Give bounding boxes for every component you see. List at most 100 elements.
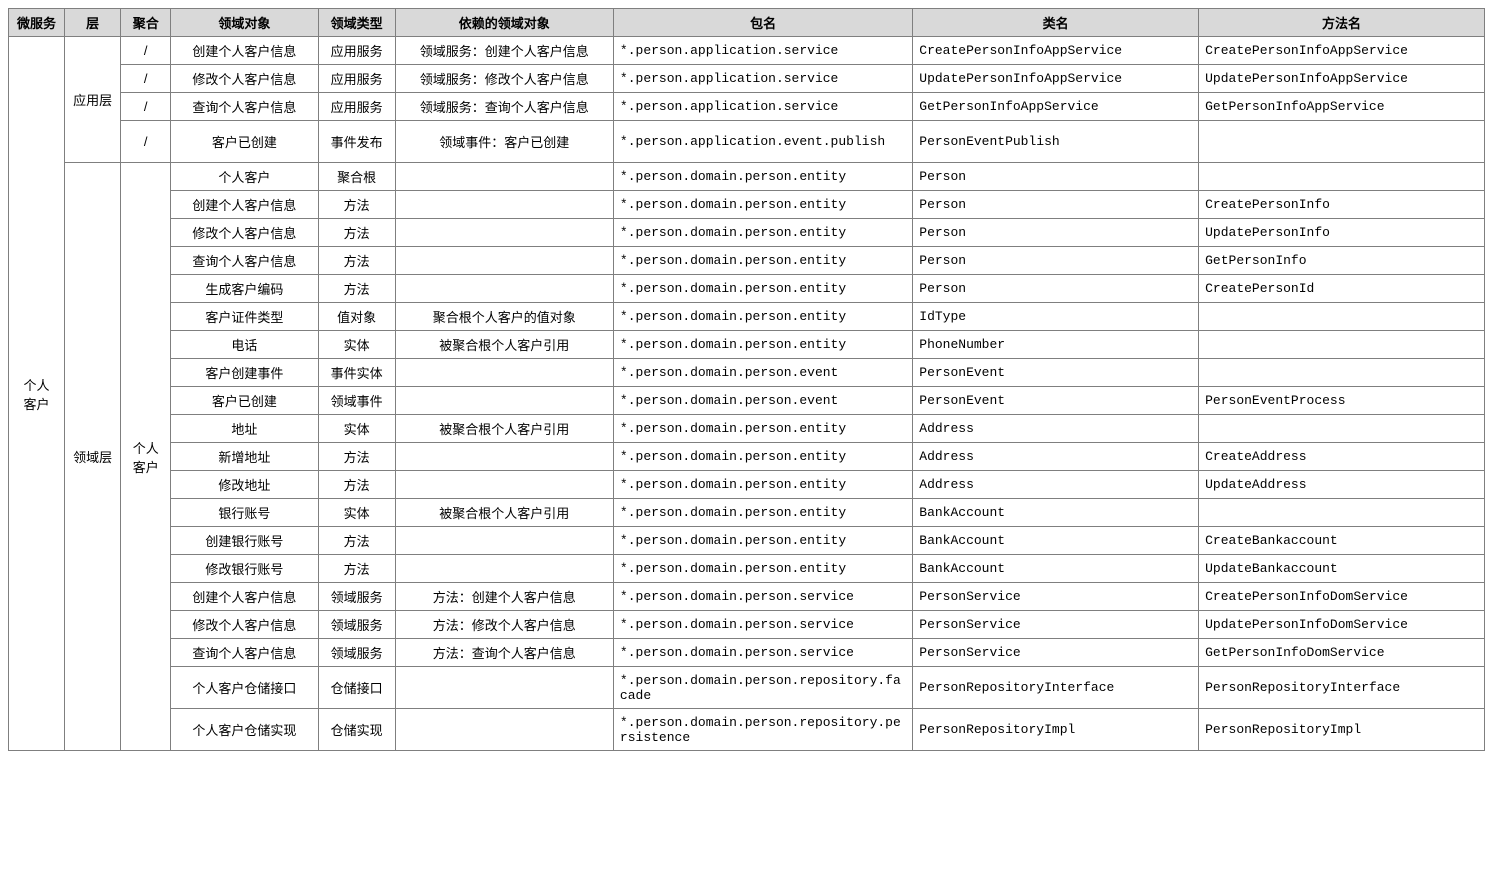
package-cell: *.person.domain.person.service xyxy=(613,583,912,611)
aggregate-cell: / xyxy=(121,37,171,65)
table-row: 修改地址方法*.person.domain.person.entityAddre… xyxy=(9,471,1485,499)
method-cell xyxy=(1199,415,1485,443)
dependency-cell xyxy=(395,555,613,583)
class-cell: Address xyxy=(913,415,1199,443)
domain-type-cell: 方法 xyxy=(318,527,395,555)
package-cell: *.person.domain.person.entity xyxy=(613,303,912,331)
method-cell: CreatePersonInfoDomService xyxy=(1199,583,1485,611)
table-row: 生成客户编码方法*.person.domain.person.entityPer… xyxy=(9,275,1485,303)
domain-object-cell: 电话 xyxy=(171,331,319,359)
domain-type-cell: 领域服务 xyxy=(318,611,395,639)
class-cell: PersonRepositoryInterface xyxy=(913,667,1199,709)
dependency-cell xyxy=(395,387,613,415)
package-cell: *.person.domain.person.repository.facade xyxy=(613,667,912,709)
domain-type-cell: 实体 xyxy=(318,331,395,359)
method-cell: UpdatePersonInfoAppService xyxy=(1199,65,1485,93)
domain-type-cell: 实体 xyxy=(318,415,395,443)
domain-object-cell: 新增地址 xyxy=(171,443,319,471)
table-row: 领域层 个人 客户 个人客户 聚合根 *.person.domain.perso… xyxy=(9,163,1485,191)
class-cell: PhoneNumber xyxy=(913,331,1199,359)
domain-type-cell: 实体 xyxy=(318,499,395,527)
class-cell: PersonService xyxy=(913,583,1199,611)
aggregate-cell: / xyxy=(121,65,171,93)
method-cell: GetPersonInfoAppService xyxy=(1199,93,1485,121)
aggregate-cell: / xyxy=(121,93,171,121)
method-cell: PersonRepositoryInterface xyxy=(1199,667,1485,709)
method-cell xyxy=(1199,163,1485,191)
header-aggregate: 聚合 xyxy=(121,9,171,37)
domain-object-cell: 银行账号 xyxy=(171,499,319,527)
domain-type-cell: 应用服务 xyxy=(318,65,395,93)
method-cell: UpdateAddress xyxy=(1199,471,1485,499)
dependency-cell xyxy=(395,709,613,751)
domain-type-cell: 应用服务 xyxy=(318,37,395,65)
domain-type-cell: 事件发布 xyxy=(318,121,395,163)
domain-object-cell: 查询个人客户信息 xyxy=(171,93,319,121)
table-row: 查询个人客户信息领域服务方法：查询个人客户信息*.person.domain.p… xyxy=(9,639,1485,667)
table-row: 个人客户仓储接口仓储接口*.person.domain.person.repos… xyxy=(9,667,1485,709)
microservice-cell: 个人 客户 xyxy=(9,37,65,751)
package-cell: *.person.application.service xyxy=(613,37,912,65)
dependency-cell xyxy=(395,191,613,219)
header-row: 微服务 层 聚合 领域对象 领域类型 依赖的领域对象 包名 类名 方法名 xyxy=(9,9,1485,37)
table-row: 创建个人客户信息方法*.person.domain.person.entityP… xyxy=(9,191,1485,219)
method-cell: GetPersonInfoDomService xyxy=(1199,639,1485,667)
package-cell: *.person.domain.person.entity xyxy=(613,471,912,499)
dependency-cell: 被聚合根个人客户引用 xyxy=(395,499,613,527)
package-cell: *.person.domain.person.entity xyxy=(613,331,912,359)
package-cell: *.person.domain.person.entity xyxy=(613,499,912,527)
package-cell: *.person.domain.person.service xyxy=(613,639,912,667)
package-cell: *.person.domain.person.event xyxy=(613,387,912,415)
domain-type-cell: 仓储接口 xyxy=(318,667,395,709)
table-row: 修改银行账号方法*.person.domain.person.entityBan… xyxy=(9,555,1485,583)
domain-type-cell: 仓储实现 xyxy=(318,709,395,751)
domain-object-cell: 个人客户仓储实现 xyxy=(171,709,319,751)
domain-object-cell: 修改个人客户信息 xyxy=(171,65,319,93)
table-row: / 查询个人客户信息 应用服务 领域服务：查询个人客户信息 *.person.a… xyxy=(9,93,1485,121)
package-cell: *.person.domain.person.entity xyxy=(613,191,912,219)
table-row: / 客户已创建 事件发布 领域事件：客户已创建 *.person.applica… xyxy=(9,121,1485,163)
class-cell: PersonRepositoryImpl xyxy=(913,709,1199,751)
dependency-cell xyxy=(395,359,613,387)
domain-object-cell: 查询个人客户信息 xyxy=(171,247,319,275)
method-cell: PersonEventProcess xyxy=(1199,387,1485,415)
aggregate-person-cell: 个人 客户 xyxy=(121,163,171,751)
domain-type-cell: 方法 xyxy=(318,443,395,471)
method-cell xyxy=(1199,331,1485,359)
class-cell: BankAccount xyxy=(913,555,1199,583)
class-cell: CreatePersonInfoAppService xyxy=(913,37,1199,65)
domain-object-cell: 创建个人客户信息 xyxy=(171,37,319,65)
dependency-cell: 方法：查询个人客户信息 xyxy=(395,639,613,667)
domain-type-cell: 应用服务 xyxy=(318,93,395,121)
domain-object-cell: 客户已创建 xyxy=(171,387,319,415)
method-cell xyxy=(1199,359,1485,387)
domain-type-cell: 领域服务 xyxy=(318,583,395,611)
table-row: / 修改个人客户信息 应用服务 领域服务：修改个人客户信息 *.person.a… xyxy=(9,65,1485,93)
method-cell: UpdatePersonInfo xyxy=(1199,219,1485,247)
domain-object-cell: 修改个人客户信息 xyxy=(171,219,319,247)
dependency-cell: 领域服务：查询个人客户信息 xyxy=(395,93,613,121)
method-cell: UpdateBankaccount xyxy=(1199,555,1485,583)
table-row: 个人客户仓储实现仓储实现*.person.domain.person.repos… xyxy=(9,709,1485,751)
domain-object-cell: 地址 xyxy=(171,415,319,443)
layer-app-cell: 应用层 xyxy=(65,37,121,163)
table-row: 查询个人客户信息方法*.person.domain.person.entityP… xyxy=(9,247,1485,275)
domain-object-cell: 个人客户 xyxy=(171,163,319,191)
method-cell xyxy=(1199,303,1485,331)
package-cell: *.person.application.service xyxy=(613,65,912,93)
dependency-cell xyxy=(395,471,613,499)
table-row: 客户已创建领域事件*.person.domain.person.eventPer… xyxy=(9,387,1485,415)
class-cell: PersonEvent xyxy=(913,359,1199,387)
domain-object-cell: 生成客户编码 xyxy=(171,275,319,303)
dependency-cell: 领域服务：创建个人客户信息 xyxy=(395,37,613,65)
domain-object-cell: 修改银行账号 xyxy=(171,555,319,583)
class-cell: PersonService xyxy=(913,639,1199,667)
class-cell: Address xyxy=(913,443,1199,471)
domain-object-cell: 创建银行账号 xyxy=(171,527,319,555)
package-cell: *.person.domain.person.entity xyxy=(613,527,912,555)
header-microservice: 微服务 xyxy=(9,9,65,37)
ddd-mapping-table: 微服务 层 聚合 领域对象 领域类型 依赖的领域对象 包名 类名 方法名 个人 … xyxy=(8,8,1485,751)
method-cell xyxy=(1199,499,1485,527)
header-domain-type: 领域类型 xyxy=(318,9,395,37)
dependency-cell: 聚合根个人客户的值对象 xyxy=(395,303,613,331)
